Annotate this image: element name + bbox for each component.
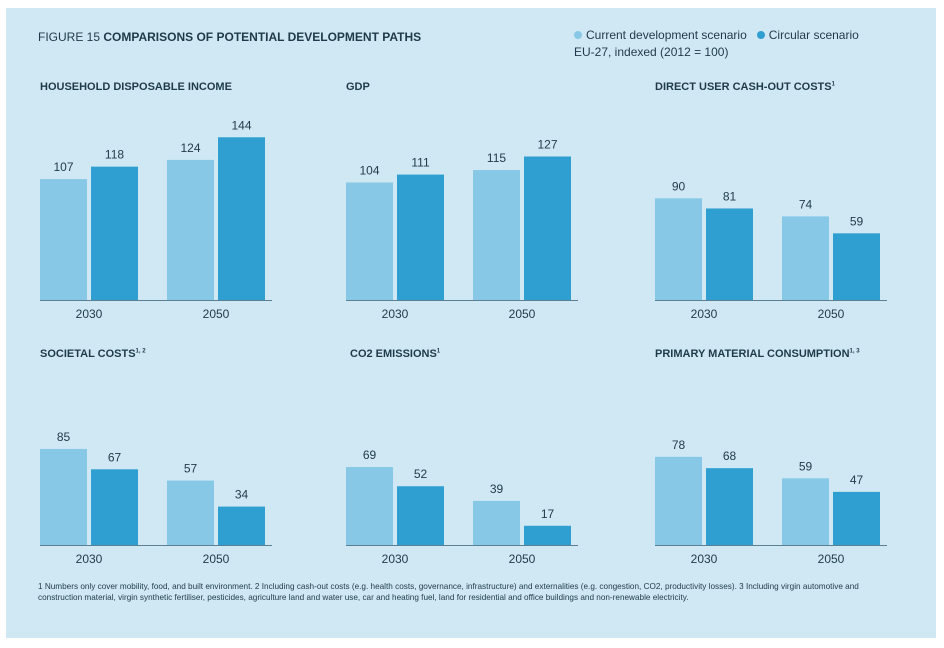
footnote: 1 Numbers only cover mobility, food, and… [38,582,859,602]
chart-household-disposable-income: HOUSEHOLD DISPOSABLE INCOME 107 118 2030 12… [40,81,280,321]
x-tick-label: 2050 [509,307,536,321]
chart-title: PRIMARY MATERIAL CONSUMPTION1, 3 [655,348,860,360]
x-tick-label: 2050 [203,307,230,321]
x-tick-label: 2030 [76,552,103,566]
bar-2050-current [167,159,214,300]
chart-direct-user-cash-out-costs: DIRECT USER CASH-OUT COSTS1 90 81 2030 74 59… [655,81,895,321]
figure-title: FIGURE 15 COMPARISONS OF POTENTIAL DEVEL… [38,30,421,44]
x-tick-label: 2030 [382,552,409,566]
x-tick-label: 2050 [203,552,230,566]
data-label: 17 [541,507,555,521]
legend: Current development scenario Circular sc… [574,28,865,59]
data-label: 85 [57,430,71,444]
chart-plot: 107 118 2030 124 144 2050 [40,118,272,321]
chart-title: GDP [346,81,370,93]
bar-2050-current [782,478,829,545]
bar-2030-current [655,456,702,545]
bar-2050-circular [218,137,265,300]
data-label: 90 [672,179,686,193]
bar-2030-current [346,467,393,545]
data-label: 68 [723,449,737,463]
data-label: 67 [108,450,122,464]
chart-plot: 104 111 2030 115 127 2050 [346,137,578,321]
bar-2050-circular [218,506,265,545]
bar-2030-circular [397,486,444,545]
data-label: 107 [53,160,73,174]
bar-2050-current [167,480,214,545]
data-label: 59 [799,459,813,473]
legend-note: EU-27, indexed (2012 = 100) [574,45,729,59]
bar-2030-current [40,179,87,300]
chart-plot: 69 52 2030 39 17 2050 [346,448,578,566]
chart-title: SOCIETAL COSTS1, 2 [40,348,146,360]
chart-plot: 90 81 2030 74 59 2050 [655,179,887,321]
figure-panel: FIGURE 15 COMPARISONS OF POTENTIAL DEVEL… [6,8,936,638]
chart-primary-material-consumption: PRIMARY MATERIAL CONSUMPTION1, 3 78 68 203… [655,348,895,570]
legend-swatch-current [574,31,582,39]
legend-label-circular: Circular scenario [768,28,859,42]
bar-2030-circular [397,174,444,300]
legend-item-current: Current development scenario [574,28,747,42]
bar-2030-circular [706,208,753,300]
bar-2030-current [40,448,87,545]
x-tick-label: 2050 [509,552,536,566]
x-tick-label: 2050 [818,552,845,566]
data-label: 124 [180,141,200,155]
x-tick-label: 2050 [818,307,845,321]
chart-title: HOUSEHOLD DISPOSABLE INCOME [40,81,232,93]
data-label: 104 [359,163,379,177]
chart-plot: 85 67 2030 57 34 2050 [40,430,272,566]
data-label: 81 [723,189,737,203]
data-label: 115 [487,151,506,165]
bar-2050-circular [524,156,571,300]
chart-title: DIRECT USER CASH-OUT COSTS1 [655,81,835,93]
bar-2050-current [782,216,829,300]
bar-2050-circular [524,525,571,545]
bar-2030-current [346,182,393,300]
data-label: 144 [231,118,251,132]
data-label: 47 [850,473,864,487]
data-label: 57 [184,462,198,476]
figure-number: FIGURE 15 [38,30,101,44]
data-label: 127 [537,137,557,151]
legend-label-current: Current development scenario [586,28,747,42]
bar-2030-circular [706,468,753,545]
data-label: 74 [799,197,813,211]
data-label: 59 [850,214,864,228]
chart-gdp: GDP 104 111 2030 115 127 2050 [346,81,586,321]
legend-swatch-circular [756,31,765,39]
data-label: 52 [414,467,428,481]
bar-2030-current [655,198,702,300]
chart-plot: 78 68 2030 59 47 2050 [655,438,887,566]
x-tick-label: 2030 [76,307,103,321]
bar-2030-circular [91,469,138,545]
x-tick-label: 2030 [691,307,718,321]
x-tick-label: 2030 [382,307,409,321]
legend-item-circular: Circular scenario [756,28,859,42]
data-label: 78 [672,438,686,452]
figure-title-text: COMPARISONS OF POTENTIAL DEVELOPMENT PAT… [103,30,422,44]
data-label: 69 [363,448,377,462]
chart-co2-emissions: CO2 EMISSIONS1 69 52 2030 39 17 2050 [346,348,586,570]
data-label: 39 [490,482,504,496]
data-label: 111 [411,156,430,170]
data-label: 34 [235,488,249,502]
bar-2030-circular [91,166,138,300]
chart-title: CO2 EMISSIONS1 [350,348,441,360]
data-label: 118 [105,148,124,162]
bar-2050-circular [833,233,880,300]
bar-2050-circular [833,491,880,545]
chart-societal-costs: SOCIETAL COSTS1, 2 85 67 2030 57 34 2050 [40,348,280,570]
x-tick-label: 2030 [691,552,718,566]
bar-2050-current [473,500,520,545]
bar-2050-current [473,170,520,300]
